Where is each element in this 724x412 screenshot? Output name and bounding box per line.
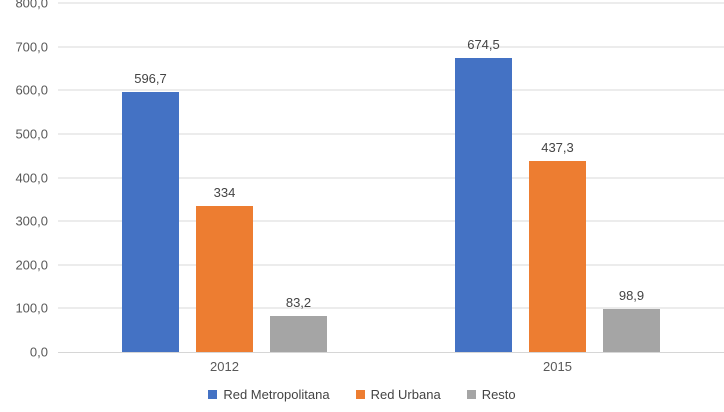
data-label: 334 <box>213 185 236 201</box>
x-axis-category-label: 2012 <box>210 359 239 374</box>
x-axis-labels: 2012 2015 <box>58 359 724 379</box>
legend-label: Red Urbana <box>370 387 441 402</box>
data-label: 674,5 <box>467 36 500 52</box>
legend: Red Metropolitana Red Urbana Resto <box>0 387 724 402</box>
bar-red-metropolitana-2015: 674,5 <box>455 37 512 352</box>
data-label: 596,7 <box>134 70 167 86</box>
y-axis-labels: 0,0 100,0 200,0 300,0 400,0 500,0 600,0 700,0 80… <box>0 0 48 359</box>
legend-item-red-urbana: Red Urbana <box>355 387 441 402</box>
legend-item-resto: Resto <box>466 387 516 402</box>
gridlines <box>58 2 724 352</box>
y-axis-tick-label: 300,0 <box>15 213 48 229</box>
bar-resto-2012: 83,2 <box>270 295 327 352</box>
data-label: 98,9 <box>618 287 645 303</box>
data-label: 437,3 <box>541 140 574 156</box>
gridline <box>58 133 724 135</box>
y-axis-tick-label: 600,0 <box>15 82 48 98</box>
bar-resto-2015: 98,9 <box>603 288 660 352</box>
gridline <box>58 2 724 4</box>
bar-group-2015: 674,5 437,3 98,9 <box>391 3 724 352</box>
y-axis-tick-label: 700,0 <box>15 39 48 55</box>
y-axis-tick-label: 800,0 <box>15 0 48 11</box>
y-axis-tick-label: 200,0 <box>15 257 48 273</box>
bar-groups: 596,7 334 83,2 674,5 437,3 98,9 <box>58 3 724 352</box>
bar-red-metropolitana-2012: 596,7 <box>122 71 179 352</box>
y-axis-tick-label: 100,0 <box>15 300 48 316</box>
plot-area: 596,7 334 83,2 674,5 437,3 98,9 <box>58 2 724 353</box>
x-axis-category-label: 2015 <box>543 359 572 374</box>
legend-swatch-icon <box>355 390 365 399</box>
y-axis-tick-label: 400,0 <box>15 170 48 185</box>
gridline <box>58 307 724 309</box>
gridline <box>58 46 724 48</box>
data-label: 83,2 <box>285 294 312 310</box>
legend-label: Resto <box>481 387 516 402</box>
gridline <box>58 220 724 222</box>
legend-item-red-metropolitana: Red Metropolitana <box>208 387 330 402</box>
gridline <box>58 89 724 91</box>
bar-group-2012: 596,7 334 83,2 <box>58 3 391 352</box>
gridline <box>58 264 724 266</box>
y-axis-tick-label: 500,0 <box>15 126 48 142</box>
legend-swatch-icon <box>208 390 218 399</box>
gridline <box>58 177 724 178</box>
legend-label: Red Metropolitana <box>223 387 330 402</box>
bar-red-urbana-2015: 437,3 <box>529 140 586 352</box>
legend-swatch-icon <box>466 390 476 399</box>
y-axis-tick-label: 0,0 <box>29 344 48 360</box>
bar-red-urbana-2012: 334 <box>196 185 253 352</box>
